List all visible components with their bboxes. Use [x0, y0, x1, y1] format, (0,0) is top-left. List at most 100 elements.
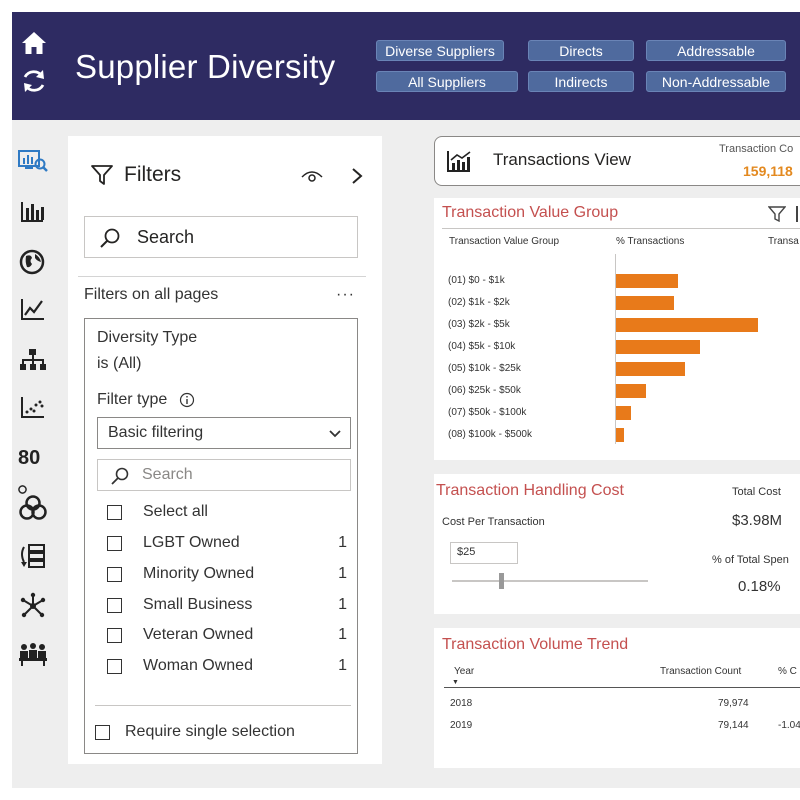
filter-icon[interactable] — [767, 206, 787, 223]
top-banner: Supplier Diversity Diverse Suppliers Dir… — [12, 12, 800, 120]
col-header-group[interactable]: Transaction Value Group — [449, 236, 560, 247]
people-icon[interactable] — [18, 640, 48, 668]
filter-field-name[interactable]: Diversity Type — [97, 329, 198, 346]
indirects-button[interactable]: Indirects — [528, 71, 634, 92]
home-icon[interactable] — [20, 30, 48, 56]
checkbox[interactable] — [107, 628, 122, 643]
info-icon[interactable] — [179, 392, 195, 408]
category-label: (03) $2k - $5k — [448, 319, 510, 330]
col-header-pct[interactable]: % Transactions — [616, 236, 685, 247]
option-minority-owned[interactable]: Minority Owned 1 — [107, 565, 347, 587]
category-label: (08) $100k - $500k — [448, 429, 532, 440]
non-addressable-button[interactable]: Non-Addressable — [646, 71, 786, 92]
option-count: 1 — [338, 565, 347, 582]
checkbox[interactable] — [107, 536, 122, 551]
bar-8[interactable] — [616, 428, 624, 442]
option-woman-owned[interactable]: Woman Owned 1 — [107, 657, 347, 679]
option-veteran-owned[interactable]: Veteran Owned 1 — [107, 626, 347, 648]
cost-per-transaction-value: $25 — [457, 546, 476, 558]
cost-per-transaction-input[interactable]: $25 — [450, 542, 518, 564]
require-single-selection[interactable]: Require single selection — [95, 723, 355, 745]
col-header-year[interactable]: Year — [454, 666, 475, 677]
bar-5[interactable] — [616, 362, 685, 376]
filters-title: Filters — [124, 163, 182, 186]
col-header-transactions[interactable]: Transa — [768, 236, 799, 247]
focus-mode-icon[interactable] — [796, 206, 798, 222]
volume-trend-title: Transaction Volume Trend — [442, 636, 629, 653]
bar-7[interactable] — [616, 406, 631, 420]
option-label: LGBT Owned — [143, 534, 240, 551]
refresh-icon[interactable] — [20, 67, 48, 95]
row-pct: -1.04 — [778, 720, 800, 731]
handling-cost-title: Transaction Handling Cost — [436, 482, 624, 499]
cost-per-transaction-label: Cost Per Transaction — [442, 516, 545, 528]
cost-slider-track[interactable] — [452, 580, 648, 582]
venn-icon[interactable] — [18, 494, 48, 522]
total-cost-value: $3.98M — [732, 512, 783, 529]
select-all-option[interactable]: Select all — [107, 503, 347, 525]
value-group-panel: Transaction Value Group Transaction Valu… — [434, 198, 800, 460]
checkbox[interactable] — [107, 598, 122, 613]
category-label: (06) $25k - $50k — [448, 385, 521, 396]
filters-search-input[interactable]: Search — [84, 216, 358, 258]
more-options-icon[interactable]: ··· — [336, 286, 355, 303]
axis-line — [615, 254, 616, 444]
bar-4[interactable] — [616, 340, 700, 354]
category-label: (02) $1k - $2k — [448, 297, 510, 308]
search-placeholder: Search — [142, 466, 193, 483]
cost-slider-thumb[interactable] — [499, 573, 504, 589]
category-label: (04) $5k - $10k — [448, 341, 516, 352]
diverse-suppliers-button[interactable]: Diverse Suppliers — [376, 40, 504, 61]
eighty-twenty-icon[interactable]: 80 — [18, 444, 48, 494]
bar-chart-icon[interactable] — [18, 198, 48, 226]
divider — [95, 705, 351, 706]
checkbox[interactable] — [107, 505, 122, 520]
option-label: Minority Owned — [143, 565, 255, 582]
addressable-button[interactable]: Addressable — [646, 40, 786, 61]
category-label: (01) $0 - $1k — [448, 275, 505, 286]
search-icon — [110, 466, 130, 486]
bar-1[interactable] — [616, 274, 678, 288]
list-icon[interactable] — [18, 542, 48, 570]
filter-type-value: Basic filtering — [108, 424, 204, 441]
checkbox[interactable] — [95, 725, 110, 740]
globe-icon[interactable] — [18, 248, 48, 276]
filter-type-select[interactable]: Basic filtering — [97, 417, 351, 449]
line-chart-icon[interactable] — [18, 296, 48, 324]
report-view-icon[interactable] — [18, 148, 48, 176]
transaction-count-label: Transaction Co — [719, 143, 794, 155]
option-label: Woman Owned — [143, 657, 253, 674]
row-year: 2018 — [450, 698, 473, 709]
network-icon[interactable] — [18, 592, 48, 620]
pct-total-spend-value: 0.18% — [738, 578, 781, 595]
all-suppliers-button[interactable]: All Suppliers — [376, 71, 518, 92]
chevron-right-icon[interactable] — [350, 166, 364, 186]
option-count: 1 — [338, 626, 347, 643]
divider — [444, 687, 800, 688]
hierarchy-icon[interactable] — [18, 346, 48, 374]
value-group-title: Transaction Value Group — [442, 204, 619, 221]
filter-type-label: Filter type — [97, 391, 168, 408]
col-header-count[interactable]: Transaction Count — [660, 666, 742, 677]
pct-total-spend-label: % of Total Spen — [712, 554, 789, 566]
filter-values-search-input[interactable]: Search — [97, 459, 351, 491]
bar-6[interactable] — [616, 384, 646, 398]
option-lgbt-owned[interactable]: LGBT Owned 1 — [107, 534, 347, 556]
row-year: 2019 — [450, 720, 473, 731]
directs-button[interactable]: Directs — [528, 40, 634, 61]
category-label: (07) $50k - $100k — [448, 407, 527, 418]
divider — [442, 228, 800, 229]
search-icon — [99, 227, 121, 249]
eye-icon[interactable] — [301, 168, 323, 184]
col-header-pct-change[interactable]: % C — [778, 666, 797, 677]
transactions-view-card[interactable]: Transactions View Transaction Co 159,118 — [434, 136, 800, 186]
option-small-business[interactable]: Small Business 1 — [107, 596, 347, 618]
volume-trend-panel: Transaction Volume Trend Year Transactio… — [434, 628, 800, 768]
diversity-type-filter-card: Diversity Type is (All) Filter type Basi… — [84, 318, 358, 754]
checkbox[interactable] — [107, 659, 122, 674]
bar-2[interactable] — [616, 296, 674, 310]
bar-3[interactable] — [616, 318, 758, 332]
scatter-icon[interactable] — [18, 394, 48, 422]
checkbox[interactable] — [107, 567, 122, 582]
sort-down-icon[interactable]: ▼ — [452, 679, 459, 686]
